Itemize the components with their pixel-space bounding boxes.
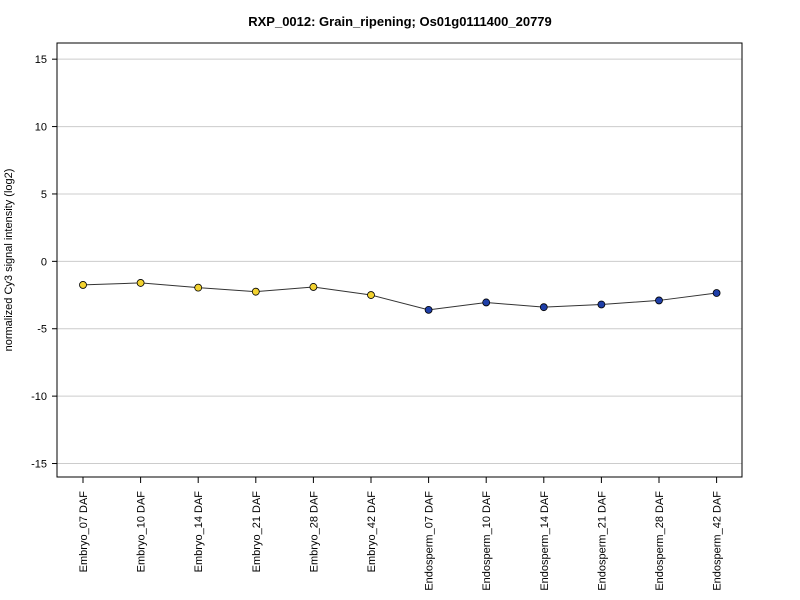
series-line bbox=[82, 282, 717, 311]
data-point bbox=[309, 283, 318, 291]
data-point bbox=[367, 291, 375, 299]
y-tick-label: 0 bbox=[41, 256, 47, 268]
y-tick-label: -15 bbox=[31, 459, 47, 471]
y-tick-label: -5 bbox=[37, 324, 47, 336]
x-tick-label: Endosperm_21 DAF bbox=[596, 491, 608, 591]
x-tick-label: Embryo_42 DAF bbox=[366, 491, 378, 573]
x-tick-label: Embryo_07 DAF bbox=[78, 491, 90, 573]
data-point bbox=[482, 298, 491, 307]
x-tick-label: Endosperm_28 DAF bbox=[654, 491, 666, 591]
y-tick-label: 5 bbox=[41, 189, 47, 201]
x-tick-label: Embryo_28 DAF bbox=[308, 491, 320, 573]
x-tick-label: Endosperm_07 DAF bbox=[424, 491, 436, 591]
data-point bbox=[251, 287, 260, 296]
x-tick-label: Embryo_21 DAF bbox=[251, 491, 263, 573]
data-point bbox=[136, 279, 145, 287]
series-polyline bbox=[82, 282, 717, 311]
x-tick-label: Embryo_10 DAF bbox=[136, 491, 148, 573]
y-tick-label: 15 bbox=[35, 54, 47, 66]
data-point bbox=[79, 281, 87, 289]
y-axis-ticks: -15 -10 -5 0 5 10 15 bbox=[31, 54, 57, 471]
y-tick-label: -10 bbox=[31, 391, 47, 403]
data-points bbox=[79, 279, 721, 314]
x-tick-label: Endosperm_14 DAF bbox=[539, 491, 551, 591]
data-point bbox=[597, 300, 606, 309]
x-tick-label: Endosperm_42 DAF bbox=[712, 491, 724, 591]
y-axis-label: normalized Cy3 signal intensity (log2) bbox=[3, 169, 15, 352]
data-point bbox=[194, 283, 203, 292]
chart-title: RXP_0012: Grain_ripening; Os01g0111400_2… bbox=[248, 14, 552, 29]
y-tick-label: 10 bbox=[35, 122, 47, 134]
grid-lines bbox=[57, 58, 742, 465]
plot-frame bbox=[56, 42, 743, 478]
x-axis-ticks: Embryo_07 DAF Embryo_10 DAF Embryo_14 DAF E… bbox=[78, 477, 724, 591]
data-point bbox=[424, 305, 433, 314]
data-point bbox=[539, 303, 548, 312]
data-point bbox=[712, 289, 721, 297]
x-tick-label: Endosperm_10 DAF bbox=[481, 491, 493, 591]
data-point bbox=[655, 296, 663, 305]
x-tick-label: Embryo_14 DAF bbox=[193, 491, 205, 573]
